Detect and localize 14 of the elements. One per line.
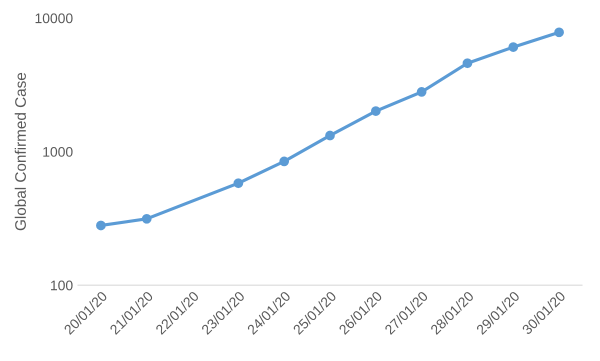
point bbox=[508, 42, 518, 52]
y-axis-title: Global Confirmed Case bbox=[14, 72, 26, 230]
point bbox=[279, 156, 290, 166]
point bbox=[462, 58, 472, 68]
y-tick-label: 100 bbox=[51, 280, 73, 290]
point bbox=[234, 178, 244, 188]
y-tick-label: 10000 bbox=[36, 13, 73, 24]
y-tick-label: 1000 bbox=[43, 146, 73, 157]
point bbox=[416, 87, 426, 97]
point bbox=[370, 106, 381, 116]
point bbox=[554, 27, 564, 38]
point bbox=[142, 214, 152, 224]
point bbox=[96, 220, 106, 230]
point bbox=[325, 130, 335, 140]
